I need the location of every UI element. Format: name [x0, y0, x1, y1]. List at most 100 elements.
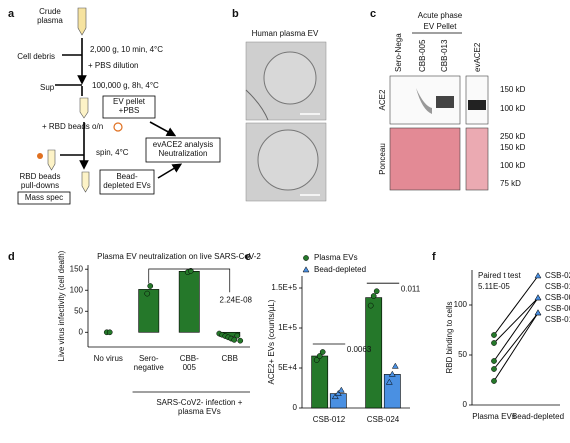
y-tick-label: 0: [79, 327, 84, 336]
data-point: [106, 329, 113, 336]
bead-icon: [113, 122, 123, 132]
series-label: CSB-008: [545, 293, 570, 302]
y-tick-label: 100: [454, 300, 468, 309]
data-point: [491, 332, 497, 338]
text-line: EV pellet: [113, 97, 146, 106]
x-tick-label: Plasma EVs: [472, 412, 516, 421]
x-tick-label: CSB-024: [367, 415, 400, 424]
text-line: SARS-CoV2- infection +: [156, 398, 242, 407]
series-label: CSB-013: [545, 315, 570, 324]
step-label: evACE2 analysis Neutralization: [153, 140, 213, 158]
size-marker: 150 kD: [500, 85, 526, 94]
bar: [138, 289, 160, 333]
data-point: [231, 337, 238, 343]
lane-label: evACE2: [473, 42, 482, 72]
chart-title: Plasma EV neutralization on live SARS-Co…: [97, 252, 261, 261]
data-point: [316, 353, 323, 359]
data-point: [370, 293, 377, 299]
membrane-edge: [245, 89, 269, 121]
y-tick-label: 0: [293, 403, 298, 412]
data-point: [334, 389, 342, 396]
series-line: [493, 312, 539, 382]
series-label: CSB-009: [545, 304, 570, 313]
blot-label: ACE2: [378, 89, 387, 110]
panel-title: Human plasma EV: [252, 29, 319, 38]
data-point: [391, 362, 399, 369]
blot-band: [436, 96, 454, 108]
y-axis-label: RBD binding to cells: [445, 301, 454, 373]
text-line: CBB-: [180, 354, 199, 363]
data-point: [367, 302, 374, 309]
text-line: Neutralization: [159, 149, 208, 158]
bar: [311, 355, 329, 409]
step-box: [17, 191, 71, 205]
bar: [178, 271, 200, 333]
panel-label: f: [432, 251, 436, 263]
data-point: [534, 309, 542, 316]
x-tick-label: No virus: [94, 354, 123, 363]
data-point: [337, 386, 345, 393]
step-label: + PBS dilution: [88, 61, 138, 70]
y-axis-label: ACE2+ EVs (counts/µL): [267, 299, 276, 384]
size-marker: 100 kD: [500, 161, 526, 170]
text-line: plasma: [37, 16, 63, 25]
x-tick-label: CBB: [222, 354, 238, 363]
step-label: Bead-depleted EVs: [103, 172, 151, 190]
bead-icon: [37, 153, 43, 159]
comparison-bracket: [148, 268, 231, 293]
text-line: Bead-: [116, 172, 138, 181]
data-point: [303, 255, 309, 261]
y-tick-label: 1E+5: [278, 323, 297, 332]
text-line: plasma EVs: [178, 407, 221, 416]
x-tick-label: Sero-negative: [134, 354, 165, 372]
text-line: evACE2 analysis: [153, 140, 213, 149]
step-label: spin, 4°C: [96, 148, 129, 157]
step-label: Cell debris: [17, 52, 55, 61]
step-label: EV pellet +PBS: [113, 97, 146, 115]
legend-label: Bead-depleted: [314, 265, 366, 274]
y-tick-label: 1.5E+5: [271, 283, 297, 292]
panel-label: d: [8, 251, 15, 263]
vesicle: [257, 129, 319, 191]
arrow: [157, 163, 183, 179]
tube-icon: [79, 97, 89, 119]
tube-icon: [81, 171, 90, 193]
size-marker: 150 kD: [500, 143, 526, 152]
panel-a: a Crude plasma Cell debris 2,000 g, 10 mi…: [8, 7, 221, 205]
series-label: CSB-024: [545, 271, 570, 280]
text-line: negative: [134, 363, 165, 372]
data-point: [187, 268, 194, 274]
data-point: [302, 266, 310, 273]
data-point: [147, 283, 154, 289]
step-label: Sup: [40, 83, 55, 92]
lane-label: Sero-Nega: [394, 33, 403, 72]
step-box: [102, 95, 156, 119]
blot-band: [468, 100, 486, 110]
text-line: Sero-: [139, 354, 159, 363]
data-point: [234, 332, 241, 339]
y-axis-label: Live virus infectivity (cell death): [57, 250, 66, 361]
text-line: pull-downs: [21, 181, 59, 190]
x-tick-label: Bead-depleted: [512, 412, 564, 421]
data-point: [237, 337, 244, 344]
y-tick-label: 0: [463, 400, 468, 409]
y-tick-label: 50: [458, 350, 467, 359]
x-tick-label: CSB-012: [313, 415, 346, 424]
series-line: [493, 297, 539, 362]
data-point: [313, 357, 320, 363]
series-line: [493, 275, 539, 336]
data-point: [373, 288, 380, 295]
panel-label: a: [8, 8, 15, 20]
series-line: [493, 297, 539, 344]
y-tick-label: 5E+4: [278, 363, 297, 372]
text-line: depleted EVs: [103, 181, 151, 190]
size-marker: 100 kD: [500, 104, 526, 113]
data-point: [491, 340, 497, 346]
y-tick-label: 50: [74, 306, 83, 315]
data-point: [534, 272, 542, 279]
p-value: 2.24E-08: [220, 295, 253, 304]
blot: [465, 127, 489, 191]
group-label: EV Pellet: [424, 22, 458, 31]
panel-label: b: [232, 8, 239, 20]
